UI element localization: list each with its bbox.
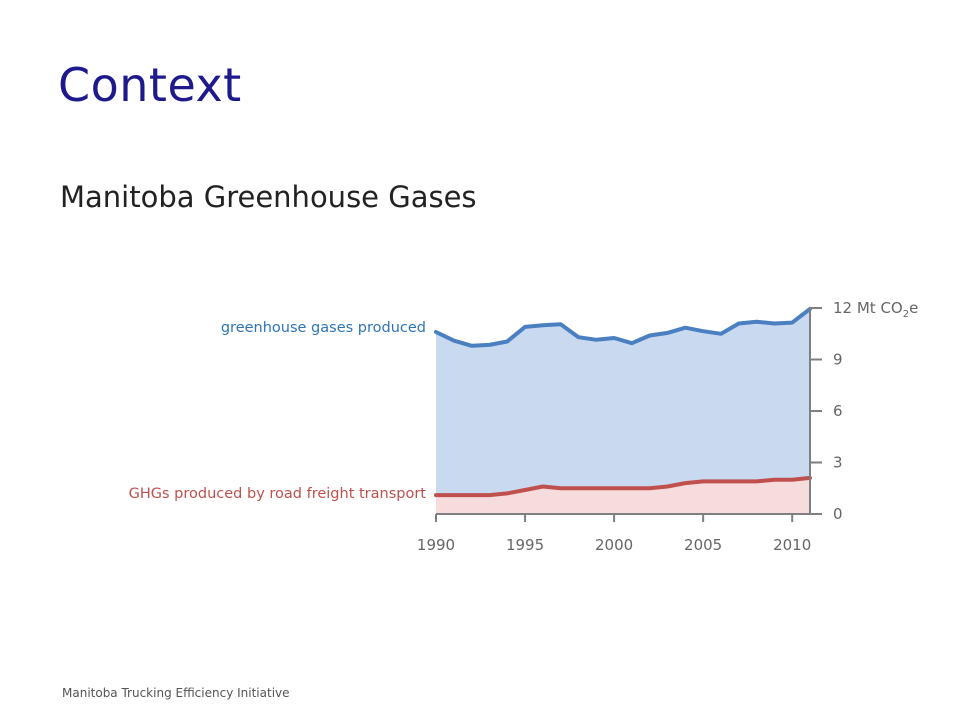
series-area-1	[436, 477, 810, 514]
slide-title: Context	[58, 58, 242, 112]
chart-labels: 0 3 6 9 12 Mt CO2e 1990 1995 2000 2005 2010 greenh…	[129, 299, 919, 554]
x-tick-label: 2005	[684, 536, 722, 554]
y-tick-label: 3	[833, 454, 843, 472]
x-tick-label: 1995	[506, 536, 544, 554]
y-unit-label: 12 Mt CO2e	[833, 299, 918, 320]
series-line-0	[434, 306, 812, 348]
chart-areas	[436, 308, 810, 514]
x-tick-label: 2000	[595, 536, 633, 554]
chart-axes	[435, 307, 822, 522]
y-tick-label: 0	[833, 505, 843, 523]
slide-subtitle: Manitoba Greenhouse Gases	[60, 180, 477, 214]
chart-lines	[434, 306, 812, 498]
series-label-freight: GHGs produced by road freight transport	[129, 486, 427, 502]
footer-text: Manitoba Trucking Efficiency Initiative	[62, 686, 290, 700]
series-line-1	[434, 475, 812, 498]
series-label-total: greenhouse gases produced	[221, 320, 426, 336]
x-tick-label: 2010	[773, 536, 811, 554]
series-area-0	[436, 308, 810, 514]
x-tick-label: 1990	[417, 536, 455, 554]
y-tick-label: 6	[833, 402, 843, 420]
y-tick-label: 9	[833, 351, 843, 369]
